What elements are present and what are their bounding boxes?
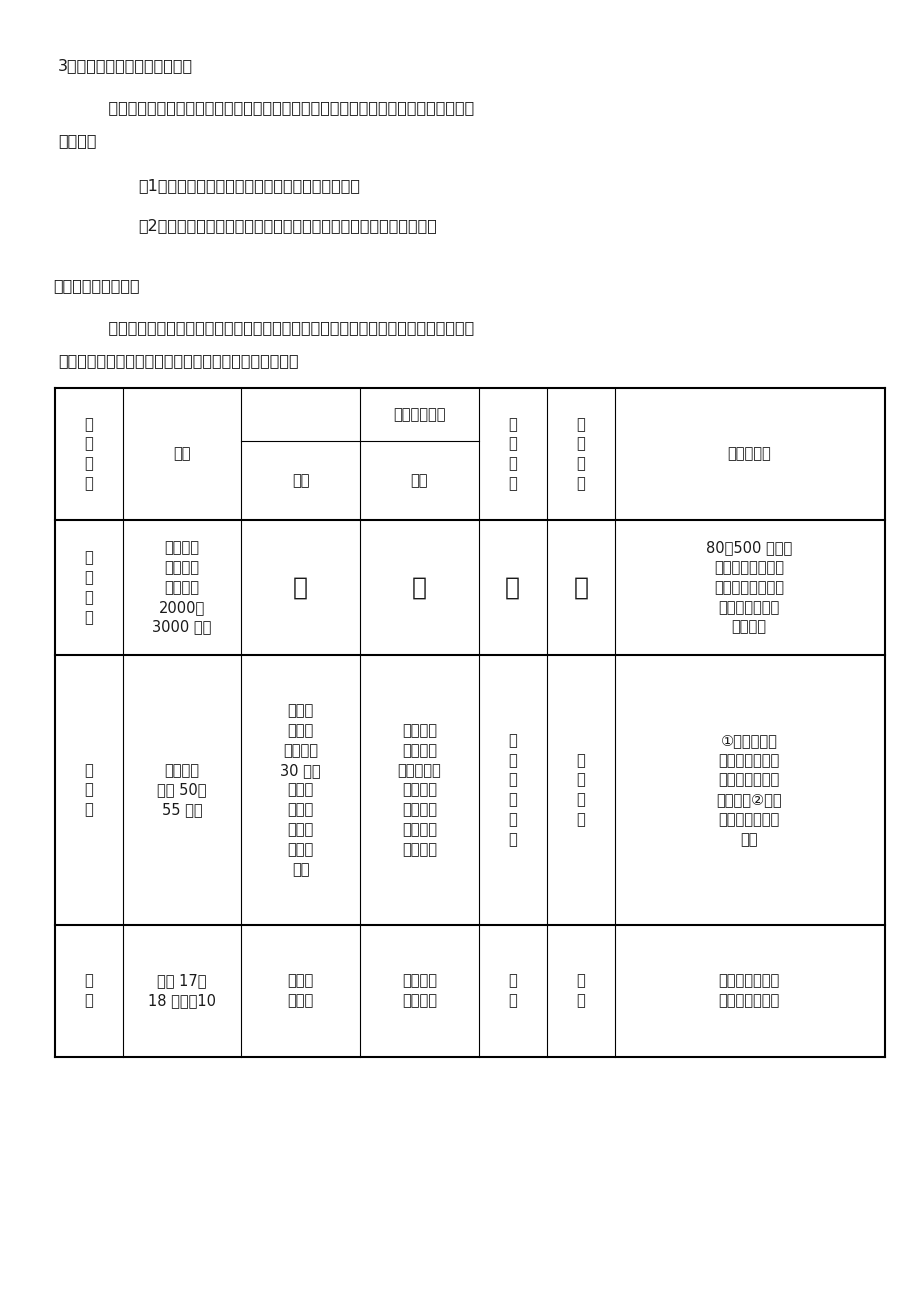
Text: 境问题。: 境问题。 [58,133,96,148]
Text: 天
气
晴
朗: 天 气 晴 朗 [576,753,584,827]
Text: 与人类关系: 与人类关系 [726,447,770,461]
Text: （2）广泛使用电冰箱、冰柜，使得大气中的氟氯烃化合物含量增加。: （2）广泛使用电冰箱、冰柜，使得大气中的氟氯烃化合物含量增加。 [138,217,437,233]
Text: 大
气
分
层: 大 气 分 层 [85,417,93,491]
Text: 由于人类活动造成的大气污染，已导致大气成分比例的变化，并造成了全球性的大气环: 由于人类活动造成的大气污染，已导致大气成分比例的变化，并造成了全球性的大气环 [88,100,473,115]
Text: 高
层
大
气: 高 层 大 气 [85,551,93,625]
Text: 自对流层
顶至 50－
55 千米: 自对流层 顶至 50－ 55 千米 [157,763,207,818]
Text: 3．人类活动对大气成分的影响: 3．人类活动对大气成分的影响 [58,59,193,73]
Text: 复
杂: 复 杂 [576,974,584,1009]
Text: 低纬 17－
18 千米，10: 低纬 17－ 18 千米，10 [148,974,216,1009]
Text: ／: ／ [412,575,426,599]
Text: 二．大气的垂直分层: 二．大气的垂直分层 [53,279,140,293]
Text: 原因: 原因 [410,473,427,488]
Text: 人类生活在对流
层底部，与人类: 人类生活在对流 层底部，与人类 [718,974,779,1009]
Text: ／: ／ [293,575,308,599]
Text: 该气温基
本上不受
地面影响，
而靠臭氧
大量吸收
太阳紫外
线而增温: 该气温基 本上不受 地面影响， 而靠臭氧 大量吸收 太阳紫外 线而增温 [397,723,441,857]
Text: ／: ／ [505,575,519,599]
Text: 地球大气从地面向上可延伸到数千千米高空，根据温度、密度和大气运动状况，可将其: 地球大气从地面向上可延伸到数千千米高空，根据温度、密度和大气运动状况，可将其 [88,320,473,335]
Text: 下层随
高度变
化很小，
30 千米
以上气
温随高
度增加
而迅速
上升: 下层随 高度变 化很小， 30 千米 以上气 温随高 度增加 而迅速 上升 [280,703,321,876]
Text: 气温垂直变化: 气温垂直变化 [392,408,445,422]
Text: 气温随
高度增: 气温随 高度增 [288,974,313,1009]
Text: 自平流层
顶以上到
大气上界
2000－
3000 千米: 自平流层 顶以上到 大气上界 2000－ 3000 千米 [153,540,211,634]
Text: （1）燃烧矿物燃料，使得大气中二氧化碳含量增加: （1）燃烧矿物燃料，使得大气中二氧化碳含量增加 [138,178,359,193]
Text: 80－500 千米高
空有若干电离层，
能反射无线电波，
对无线电通信有
重要作用: 80－500 千米高 空有若干电离层， 能反射无线电波， 对无线电通信有 重要作… [705,540,791,634]
Text: ／: ／ [573,575,587,599]
Text: 划分为对流层、平流层和高层大气。各层基本情况如下：: 划分为对流层、平流层和高层大气。各层基本情况如下： [58,353,299,368]
Text: ①臭氧大量吸
收紫外线，为人
类生存环境的天
然屏障；②大气
稳定，利于高空
飞行: ①臭氧大量吸 收紫外线，为人 类生存环境的天 然屏障；②大气 稳定，利于高空 飞… [716,733,781,848]
Text: 地面是对
流层大气: 地面是对 流层大气 [402,974,437,1009]
Text: 平
流
运
动
为
主: 平 流 运 动 为 主 [508,733,516,848]
Text: 高度: 高度 [173,447,190,461]
Text: 天
气
现
象: 天 气 现 象 [576,417,584,491]
Text: 空
气
运
动: 空 气 运 动 [508,417,516,491]
Text: 对
流: 对 流 [85,974,93,1009]
Text: 对
流: 对 流 [508,974,516,1009]
Text: 平
流
层: 平 流 层 [85,763,93,818]
Text: 规律: 规律 [291,473,309,488]
